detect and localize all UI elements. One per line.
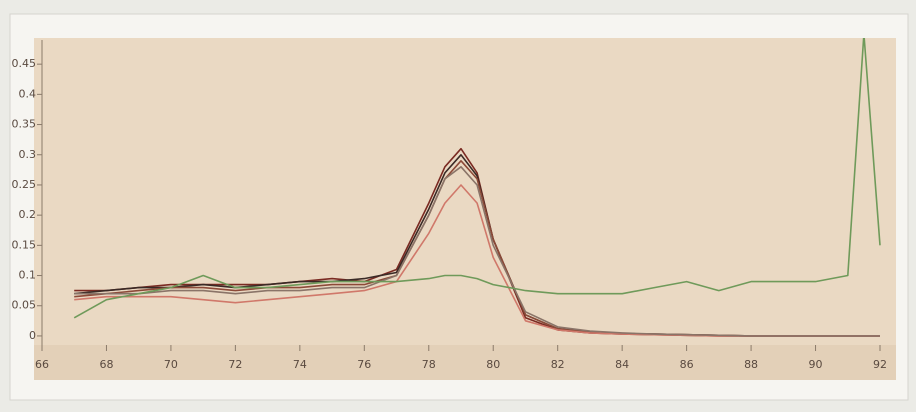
x-tick-label: 68 xyxy=(99,358,113,371)
y-tick-label: 0.2 xyxy=(19,208,37,221)
y-tick-label: 0.1 xyxy=(19,269,37,282)
x-tick-label: 76 xyxy=(357,358,371,371)
y-tick-label: 0.3 xyxy=(19,148,37,161)
x-tick-label: 72 xyxy=(228,358,242,371)
y-tick-label: 0.4 xyxy=(19,87,37,100)
x-tick-label: 80 xyxy=(486,358,500,371)
plot-area xyxy=(34,38,896,380)
x-tick-label: 82 xyxy=(551,358,565,371)
chart: 0 0.05 0.1 0.15 0.2 0.25 0.3 0.35 0.4 0.45 66 68 70 7… xyxy=(0,0,916,412)
x-tick-label: 74 xyxy=(293,358,307,371)
y-tick-label: 0.45 xyxy=(12,57,37,70)
x-tick-label: 66 xyxy=(35,358,49,371)
y-tick-label: 0.15 xyxy=(12,238,37,251)
x-tick-label: 86 xyxy=(680,358,694,371)
x-tick-label: 92 xyxy=(873,358,887,371)
y-tick-label: 0.35 xyxy=(12,118,37,131)
y-tick-label: 0.05 xyxy=(12,299,37,312)
x-tick-label: 70 xyxy=(164,358,178,371)
page: 0 0.05 0.1 0.15 0.2 0.25 0.3 0.35 0.4 0.45 66 68 70 7… xyxy=(0,0,916,412)
x-tick-label: 88 xyxy=(744,358,758,371)
y-tick-label: 0.25 xyxy=(12,178,37,191)
x-tick-label: 90 xyxy=(809,358,823,371)
x-tick-label: 78 xyxy=(422,358,436,371)
y-tick-label: 0 xyxy=(29,329,36,342)
x-tick-label: 84 xyxy=(615,358,629,371)
